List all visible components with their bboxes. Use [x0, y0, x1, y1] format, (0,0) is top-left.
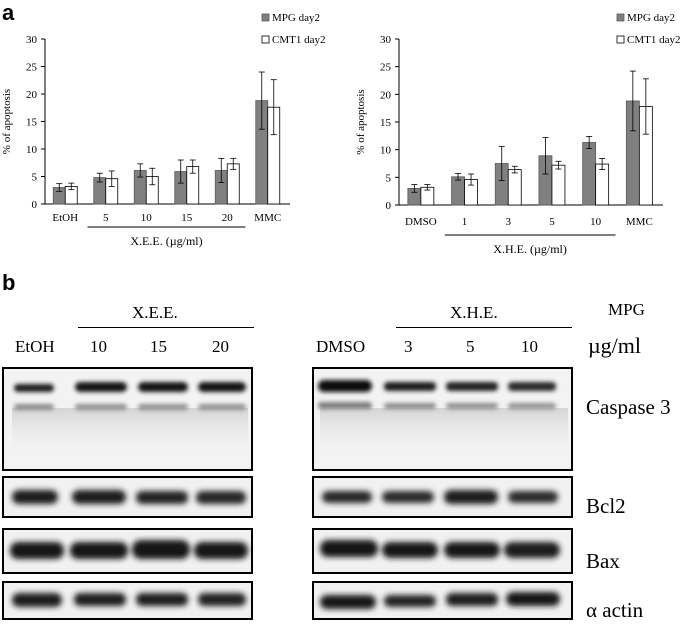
blot-actin-left [2, 581, 253, 620]
protein-label-actin: α actin [586, 598, 644, 622]
xee-group-label: X.E.E. [132, 303, 178, 322]
lane-label: 15 [150, 337, 167, 356]
y-tick-label: 25 [26, 62, 38, 74]
y-tick-label: 25 [380, 62, 392, 74]
legend-label: MPG day2 [272, 12, 320, 24]
blot-bcl2-left [2, 476, 253, 518]
bar [595, 163, 610, 206]
blot-bax-right [312, 528, 573, 574]
x-tick-label: MMC [626, 216, 653, 228]
protein-label-bax: Bax [586, 549, 620, 573]
xhe-bracket-line [396, 327, 572, 328]
x-axis-label: X.H.E. (µg/ml) [493, 242, 567, 256]
x-tick-label: 10 [590, 216, 602, 228]
cell-line-label: MPG [608, 300, 645, 319]
y-tick-label: 10 [26, 144, 38, 156]
legend-swatch [261, 35, 270, 44]
y-axis-label: % of apoptosis [355, 89, 367, 154]
panel-b-label: b [2, 270, 16, 295]
blot-bax-left [2, 528, 253, 574]
y-tick-label: 15 [26, 117, 38, 129]
x-tick-label: EtOH [52, 212, 78, 224]
x-tick-label: 10 [141, 212, 153, 224]
y-tick-label: 20 [26, 89, 38, 101]
x-tick-label: 3 [506, 216, 512, 228]
x-tick-label: 5 [549, 216, 555, 228]
panel-a-label: a [2, 0, 15, 25]
blot-caspase3-left [2, 367, 253, 471]
lane-label: 10 [521, 337, 538, 356]
protein-label-bcl2: Bcl2 [586, 494, 626, 518]
bar [451, 176, 465, 206]
x-axis-label: X.E.E. (µg/ml) [130, 234, 202, 248]
bar [226, 163, 240, 205]
y-axis-label: % of apoptosis [1, 89, 13, 154]
legend-swatch [616, 35, 625, 44]
legend-label: CMT1 day2 [627, 34, 680, 46]
legend-swatch [261, 13, 270, 22]
lane-label: 20 [212, 337, 229, 356]
blot-caspase3-right [312, 367, 573, 471]
unit-label: µg/ml [588, 333, 642, 358]
lane-label: 3 [404, 337, 413, 356]
x-tick-label: DMSO [405, 216, 437, 228]
x-tick-label: 1 [462, 216, 468, 228]
chart-xhe: 0 5 10 15 20 25 30 % of apoptosis DMSO 1 3 5 10 MMC X.… [355, 12, 680, 256]
legend-swatch [616, 13, 625, 22]
legend-label: CMT1 day2 [272, 34, 325, 46]
x-tick-label: 20 [222, 212, 234, 224]
x-tick-label: MMC [254, 212, 281, 224]
y-tick-label: 0 [32, 199, 38, 211]
bar [507, 169, 522, 206]
y-tick-label: 0 [386, 200, 392, 212]
y-tick-label: 20 [380, 89, 392, 101]
lane-label: EtOH [15, 337, 55, 356]
lane-label: 5 [466, 337, 475, 356]
bar [582, 142, 597, 206]
y-tick-label: 30 [380, 34, 392, 46]
y-tick-label: 5 [386, 172, 392, 184]
legend-label: MPG day2 [627, 12, 675, 24]
protein-label-caspase3: Caspase 3 [586, 395, 671, 419]
y-tick-label: 30 [26, 34, 38, 46]
blot-bcl2-right [312, 476, 573, 518]
western-blot [2, 367, 573, 620]
y-tick-label: 15 [380, 117, 392, 129]
xhe-group-label: X.H.E. [450, 303, 498, 322]
xee-bracket-line [78, 327, 254, 328]
lane-label: DMSO [316, 337, 366, 356]
blot-actin-right [312, 581, 573, 620]
chart-xee: 0 5 10 15 20 25 30 % of apoptosis EtOH 5 10 15 20 MMC… [1, 12, 325, 248]
lane-label: 10 [90, 337, 107, 356]
y-tick-label: 5 [32, 172, 38, 184]
bar [551, 164, 566, 206]
x-tick-label: 15 [181, 212, 193, 224]
x-tick-label: 5 [103, 212, 109, 224]
y-tick-label: 10 [380, 145, 392, 157]
